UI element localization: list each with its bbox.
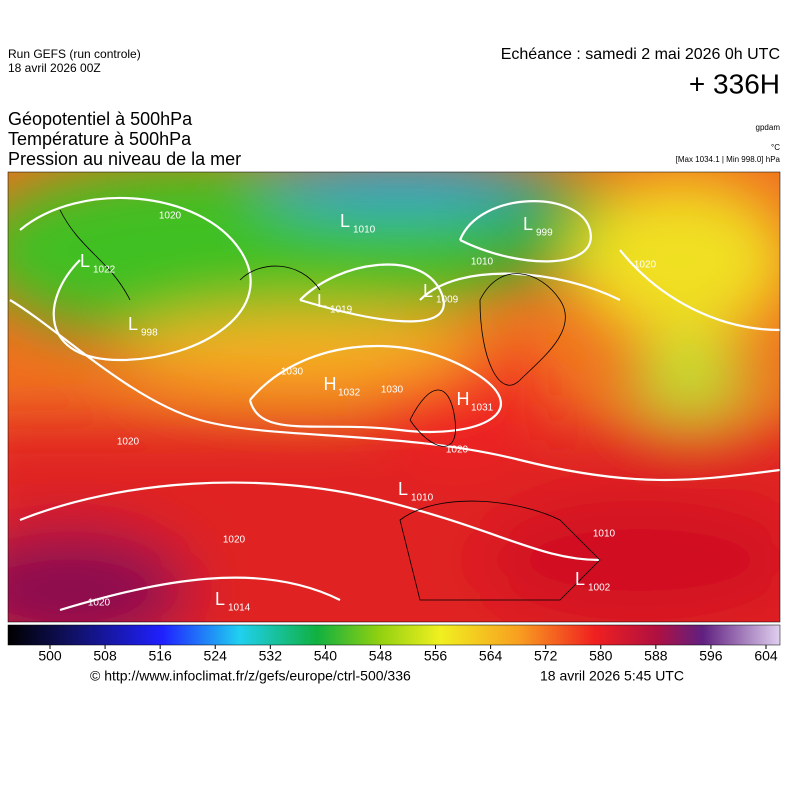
- colorbar-tick-label: 588: [644, 648, 668, 664]
- center-pressure: 1019: [330, 305, 353, 316]
- center-type: L: [398, 479, 408, 499]
- colorbar-tick-label: 564: [479, 648, 503, 664]
- center-pressure: 1014: [228, 603, 251, 614]
- isobar-label: 1030: [281, 367, 304, 378]
- colorbar-tick-label: 524: [204, 648, 228, 664]
- center-type: L: [80, 251, 90, 271]
- colorbar-tick-label: 548: [369, 648, 393, 664]
- unit: [Max 1034.1 | Min 998.0] hPa: [676, 155, 781, 164]
- center-type: H: [457, 389, 470, 409]
- colorbar-tick-label: 596: [699, 648, 723, 664]
- run: Run GEFS (run controle): [8, 47, 141, 61]
- field: Géopotentiel à 500hPa: [8, 109, 193, 129]
- unit: °C: [771, 143, 780, 152]
- isobar-label: 1020: [159, 211, 182, 222]
- center-pressure: 1010: [353, 225, 376, 236]
- isobar-label: 1030: [381, 385, 404, 396]
- lead-time: + 336H: [689, 68, 780, 99]
- run-date: 18 avril 2026 00Z: [8, 61, 101, 75]
- colorbar-tick-label: 532: [259, 648, 283, 664]
- center-pressure: 1010: [411, 493, 434, 504]
- colorbar: [7, 624, 781, 646]
- center-type: L: [423, 281, 433, 301]
- isobar-label: 1020: [88, 598, 111, 609]
- center-type: L: [317, 291, 327, 311]
- unit: gpdam: [756, 123, 781, 132]
- center-pressure: 998: [141, 328, 158, 339]
- colorbar-tick-label: 540: [314, 648, 338, 664]
- issued: 18 avril 2026 5:45 UTC: [540, 668, 684, 684]
- center-pressure: 1031: [471, 403, 494, 414]
- colorbar-tick-label: 508: [93, 648, 117, 664]
- center-pressure: 1009: [436, 295, 459, 306]
- colorbar-tick-label: 580: [589, 648, 613, 664]
- center-type: L: [340, 211, 350, 231]
- center-pressure: 999: [536, 228, 553, 239]
- field: Pression au niveau de la mer: [8, 149, 241, 169]
- colorbar-tick-label: 572: [534, 648, 558, 664]
- center-type: L: [575, 569, 585, 589]
- colorbar-tick-label: 516: [148, 648, 172, 664]
- center-type: H: [324, 374, 337, 394]
- center-pressure: 1022: [93, 265, 116, 276]
- isobar-label: 1020: [117, 437, 140, 448]
- colorbar-tick-label: 604: [754, 648, 778, 664]
- center-pressure: 1002: [588, 583, 611, 594]
- source: © http://www.infoclimat.fr/z/gefs/europe…: [90, 668, 411, 684]
- center-type: L: [128, 314, 138, 334]
- echeance: Echéance : samedi 2 mai 2026 0h UTC: [501, 46, 780, 63]
- center-type: L: [215, 589, 225, 609]
- colorbar-tick-label: 500: [38, 648, 62, 664]
- isobar-label: 1010: [593, 529, 616, 540]
- field: Température à 500hPa: [8, 129, 192, 149]
- isobar-label: 1020: [223, 535, 246, 546]
- colorbar-tick-label: 556: [424, 648, 448, 664]
- isobar-label: 1010: [471, 257, 494, 268]
- isobar-label: 1020: [634, 260, 657, 271]
- isobar-label: 1020: [446, 445, 469, 456]
- center-type: L: [523, 214, 533, 234]
- center-pressure: 1032: [338, 388, 361, 399]
